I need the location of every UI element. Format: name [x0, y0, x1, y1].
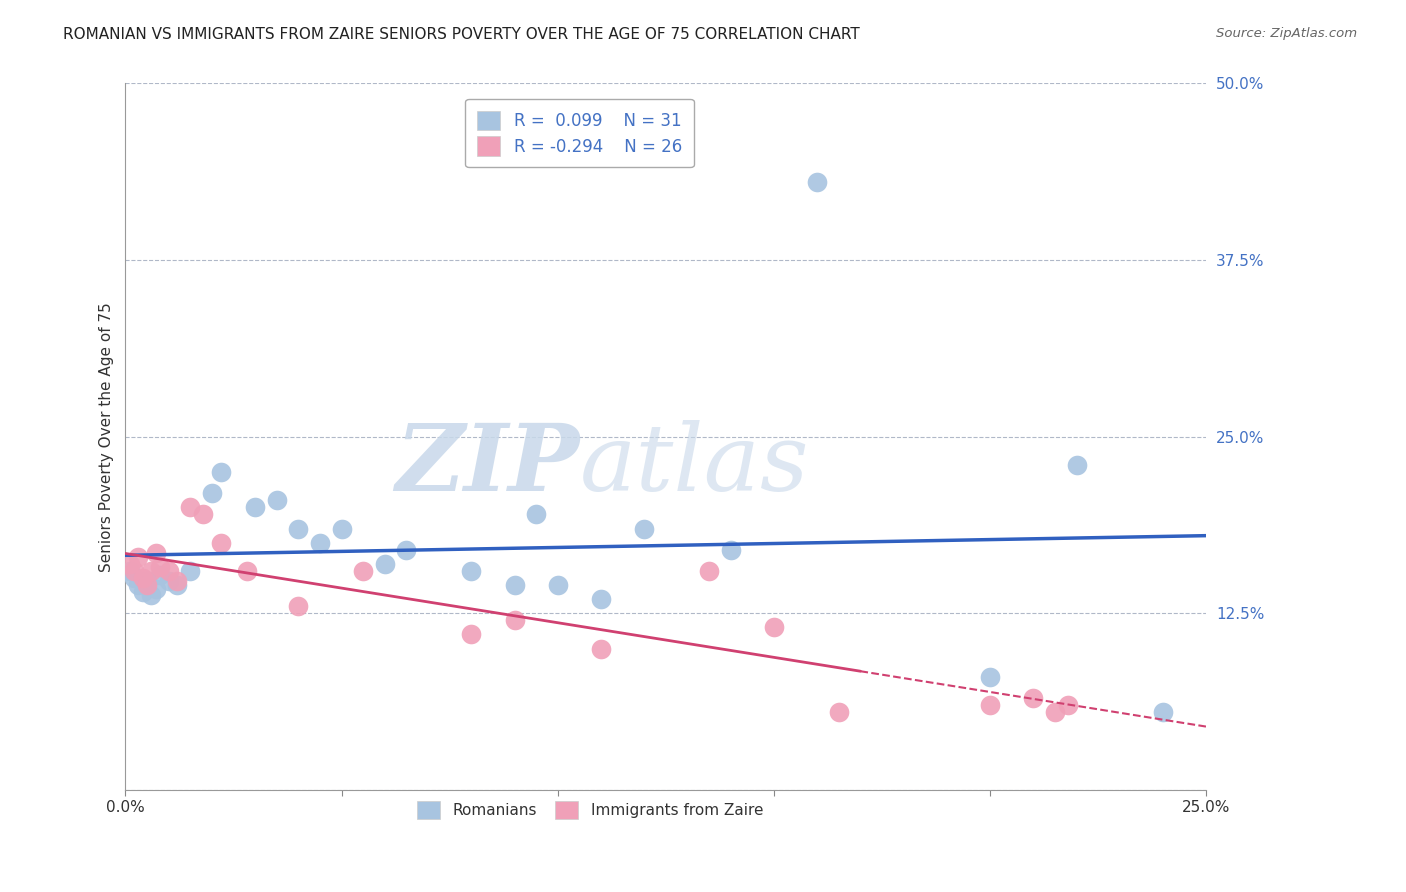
- Point: [209, 535, 232, 549]
- Point: [460, 627, 482, 641]
- Point: [374, 557, 396, 571]
- Point: [243, 500, 266, 515]
- Point: [132, 585, 155, 599]
- Point: [287, 522, 309, 536]
- Point: [157, 574, 180, 588]
- Point: [127, 578, 149, 592]
- Point: [503, 613, 526, 627]
- Legend: Romanians, Immigrants from Zaire: Romanians, Immigrants from Zaire: [412, 795, 769, 825]
- Point: [1043, 705, 1066, 719]
- Point: [145, 582, 167, 597]
- Point: [132, 571, 155, 585]
- Point: [166, 574, 188, 588]
- Point: [209, 465, 232, 479]
- Point: [697, 564, 720, 578]
- Point: [524, 508, 547, 522]
- Point: [145, 545, 167, 559]
- Point: [330, 522, 353, 536]
- Point: [309, 535, 332, 549]
- Point: [201, 486, 224, 500]
- Point: [720, 542, 742, 557]
- Point: [122, 564, 145, 578]
- Point: [157, 564, 180, 578]
- Point: [118, 564, 141, 578]
- Point: [503, 578, 526, 592]
- Point: [149, 559, 172, 574]
- Point: [979, 698, 1001, 713]
- Point: [979, 670, 1001, 684]
- Point: [806, 175, 828, 189]
- Point: [141, 564, 163, 578]
- Point: [193, 508, 215, 522]
- Point: [460, 564, 482, 578]
- Text: atlas: atlas: [579, 420, 808, 510]
- Point: [166, 578, 188, 592]
- Point: [136, 578, 159, 592]
- Text: ZIP: ZIP: [395, 420, 579, 510]
- Point: [589, 641, 612, 656]
- Point: [235, 564, 257, 578]
- Y-axis label: Seniors Poverty Over the Age of 75: Seniors Poverty Over the Age of 75: [100, 301, 114, 572]
- Point: [352, 564, 374, 578]
- Point: [287, 599, 309, 614]
- Point: [179, 500, 201, 515]
- Point: [1066, 458, 1088, 472]
- Point: [1022, 691, 1045, 706]
- Point: [149, 568, 172, 582]
- Point: [127, 549, 149, 564]
- Point: [179, 564, 201, 578]
- Point: [141, 588, 163, 602]
- Text: Source: ZipAtlas.com: Source: ZipAtlas.com: [1216, 27, 1357, 40]
- Point: [1152, 705, 1174, 719]
- Point: [266, 493, 288, 508]
- Text: ROMANIAN VS IMMIGRANTS FROM ZAIRE SENIORS POVERTY OVER THE AGE OF 75 CORRELATION: ROMANIAN VS IMMIGRANTS FROM ZAIRE SENIOR…: [63, 27, 860, 42]
- Point: [828, 705, 851, 719]
- Point: [589, 592, 612, 607]
- Point: [547, 578, 569, 592]
- Point: [136, 574, 159, 588]
- Point: [1057, 698, 1080, 713]
- Point: [122, 571, 145, 585]
- Point: [633, 522, 655, 536]
- Point: [762, 620, 785, 634]
- Point: [395, 542, 418, 557]
- Point: [118, 557, 141, 571]
